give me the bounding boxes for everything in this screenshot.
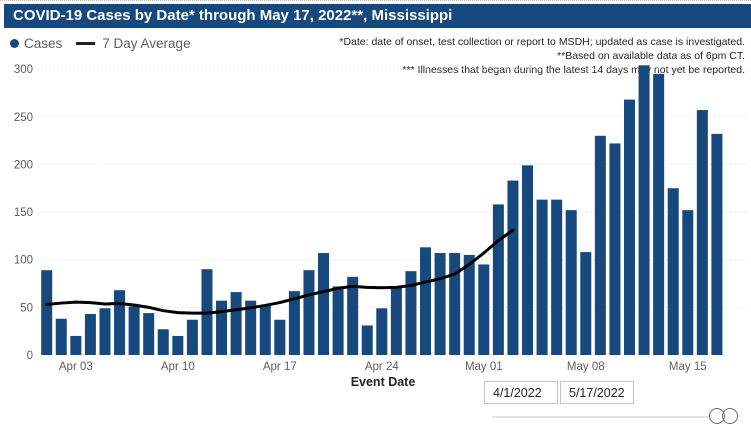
cases-bar-apr-17[interactable] bbox=[274, 319, 286, 355]
cases-bar-may-1[interactable] bbox=[478, 264, 490, 355]
cases-bar-apr-1[interactable] bbox=[41, 270, 53, 355]
cases-bar-may-7[interactable] bbox=[565, 210, 577, 355]
cases-bar-apr-26[interactable] bbox=[405, 271, 417, 355]
x-tick-label-apr-17: Apr 17 bbox=[263, 361, 297, 373]
cases-bar-apr-13[interactable] bbox=[216, 300, 228, 355]
cases-bar-apr-27[interactable] bbox=[420, 247, 432, 355]
seven-day-average-line bbox=[45, 228, 515, 315]
cases-bar-apr-24[interactable] bbox=[376, 308, 388, 355]
cases-bar-apr-19[interactable] bbox=[303, 270, 315, 355]
y-tick-label-200: 200 bbox=[14, 159, 33, 171]
cases-bar-apr-11[interactable] bbox=[186, 319, 198, 355]
chart-title: COVID-19 Cases by Date* through May 17, … bbox=[13, 7, 453, 24]
cases-bar-apr-14[interactable] bbox=[230, 292, 242, 355]
end-date-input[interactable] bbox=[560, 381, 634, 404]
cases-bar-may-15[interactable] bbox=[682, 210, 694, 355]
cases-bar-may-4[interactable] bbox=[522, 165, 534, 355]
chart-title-bar: COVID-19 Cases by Date* through May 17, … bbox=[4, 4, 751, 28]
x-tick-label-apr-24: Apr 24 bbox=[365, 361, 399, 373]
cases-bar-apr-10[interactable] bbox=[172, 335, 184, 355]
y-tick-label-50: 50 bbox=[20, 302, 33, 314]
cases-bar-apr-18[interactable] bbox=[288, 291, 300, 355]
cases-bar-apr-9[interactable] bbox=[157, 329, 169, 355]
visual-focus-border bbox=[0, 0, 751, 1]
cases-bar-apr-5[interactable] bbox=[99, 308, 111, 355]
cases-bar-may-2[interactable] bbox=[492, 204, 504, 355]
cases-bar-may-6[interactable] bbox=[551, 199, 563, 355]
cases-bar-may-14[interactable] bbox=[667, 188, 679, 355]
cases-bar-apr-29[interactable] bbox=[449, 253, 461, 355]
legend: Cases 7 Day Average bbox=[10, 34, 191, 52]
avg-legend-line-icon bbox=[76, 41, 96, 45]
cases-bar-apr-3[interactable] bbox=[70, 335, 82, 355]
cases-bar-apr-30[interactable] bbox=[463, 254, 475, 355]
x-tick-label-may-15: May 15 bbox=[669, 361, 707, 373]
x-tick-label-apr-03: Apr 03 bbox=[59, 361, 93, 373]
cases-bar-apr-6[interactable] bbox=[114, 290, 126, 355]
y-tick-label-250: 250 bbox=[14, 112, 33, 124]
cases-bar-apr-16[interactable] bbox=[259, 305, 271, 355]
x-tick-label-may-08: May 08 bbox=[567, 361, 605, 373]
date-range-slider-end-handle[interactable] bbox=[722, 408, 738, 424]
cases-bar-may-17[interactable] bbox=[711, 133, 723, 355]
cases-bar-may-13[interactable] bbox=[653, 73, 665, 356]
x-axis-title: Event Date bbox=[350, 375, 416, 389]
cases-bar-apr-4[interactable] bbox=[84, 314, 96, 355]
y-tick-label-100: 100 bbox=[14, 255, 33, 267]
cases-bar-may-12[interactable] bbox=[638, 65, 650, 355]
cases-bar-may-3[interactable] bbox=[507, 180, 519, 355]
cases-bar-apr-25[interactable] bbox=[390, 286, 402, 355]
x-tick-label-may-01: May 01 bbox=[465, 361, 503, 373]
cases-bar-apr-20[interactable] bbox=[318, 253, 330, 355]
start-date-input[interactable] bbox=[484, 381, 558, 404]
cases-bar-apr-8[interactable] bbox=[143, 313, 155, 355]
cases-bar-apr-28[interactable] bbox=[434, 253, 446, 355]
cases-bar-apr-23[interactable] bbox=[361, 325, 373, 355]
footnote-latest-14-days: *** Illnesses that began during the late… bbox=[402, 63, 745, 76]
footnote-data-as-of: **Based on available data as of 6pm CT. bbox=[557, 49, 745, 62]
footnote-date-definition: *Date: date of onset, test collection or… bbox=[339, 36, 745, 48]
date-range-slider-track[interactable] bbox=[492, 416, 710, 418]
cases-bar-apr-22[interactable] bbox=[347, 276, 359, 355]
cases-bar-apr-21[interactable] bbox=[332, 286, 344, 355]
cases-bar-may-10[interactable] bbox=[609, 143, 621, 355]
y-tick-label-0: 0 bbox=[27, 350, 33, 362]
cases-bar-apr-2[interactable] bbox=[55, 318, 67, 355]
cases-bar-may-5[interactable] bbox=[536, 199, 548, 355]
avg-legend-label: 7 Day Average bbox=[102, 35, 191, 51]
cases-bar-may-8[interactable] bbox=[580, 252, 592, 355]
y-tick-label-150: 150 bbox=[14, 207, 33, 219]
footnotes: *Date: date of onset, test collection or… bbox=[339, 36, 745, 77]
x-tick-label-apr-10: Apr 10 bbox=[161, 361, 195, 373]
cases-legend-label: Cases bbox=[24, 35, 63, 51]
cases-bar-apr-15[interactable] bbox=[245, 300, 257, 355]
y-tick-label-300: 300 bbox=[14, 64, 33, 76]
cases-bar-may-16[interactable] bbox=[696, 110, 708, 355]
cases-bar-may-9[interactable] bbox=[594, 135, 606, 355]
cases-legend-dot-icon bbox=[10, 38, 19, 48]
cases-bar-may-11[interactable] bbox=[624, 99, 635, 355]
cases-bar-apr-7[interactable] bbox=[128, 306, 140, 355]
cases-bar-chart[interactable]: 0 50 100 150 200 250 300 Apr 03 Apr 10 Apr 17 Apr … bbox=[0, 55, 751, 380]
